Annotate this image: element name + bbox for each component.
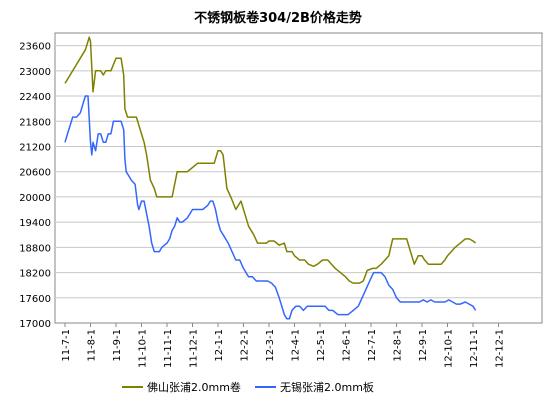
x-tick-label: 12-4-1: [291, 329, 302, 362]
y-tick-label: 19400: [19, 218, 51, 229]
chart-title: 不锈钢板卷304/2B价格走势: [194, 10, 362, 26]
y-tick-label: 17600: [19, 294, 51, 305]
x-tick-label: 12-9-1: [418, 329, 429, 362]
y-tick-label: 23000: [19, 67, 51, 78]
x-tick-label: 12-5-1: [316, 329, 327, 362]
x-tick-label: 11-12-1: [189, 329, 200, 368]
x-tick-label: 12-2-1: [240, 329, 251, 362]
x-tick-label: 12-12-1: [495, 329, 506, 368]
x-tick-label: 12-10-1: [444, 329, 455, 368]
legend-label-wuxi: 无锡张浦2.0mm板: [280, 380, 374, 394]
x-tick-label: 12-1-1: [214, 329, 225, 362]
x-tick-label: 12-6-1: [342, 329, 353, 362]
y-tick-label: 20600: [19, 168, 51, 179]
y-tick-label: 23600: [19, 42, 51, 53]
grid-lines: [55, 45, 542, 299]
legend: 佛山张浦2.0mm卷 无锡张浦2.0mm板: [122, 380, 374, 394]
y-tick-label: 18200: [19, 269, 51, 280]
x-tick-label: 11-9-1: [112, 329, 123, 362]
x-tick-label: 12-11-1: [469, 329, 480, 368]
y-tick-label: 22400: [19, 92, 51, 103]
y-tick-label: 21800: [19, 117, 51, 128]
y-tick-label: 21200: [19, 142, 51, 153]
y-tick-label: 20000: [19, 193, 51, 204]
series-lines: [64, 36, 477, 320]
y-axis-ticks: 17000 17600 18200 18800 19400 20000 20600 21200…: [19, 42, 51, 330]
x-tick-label: 12-3-1: [265, 329, 276, 362]
x-tick-label: 12-7-1: [367, 329, 378, 362]
legend-label-foshan: 佛山张浦2.0mm卷: [147, 380, 241, 394]
plot-area-border: [54, 32, 543, 324]
x-tick-label: 12-8-1: [393, 329, 404, 362]
y-tick-label: 17000: [19, 319, 51, 330]
series-line-1: [64, 95, 477, 320]
x-tick-label: 11-11-1: [163, 329, 174, 368]
x-tick-label: 11-7-1: [61, 329, 72, 362]
series-line-0: [64, 36, 477, 284]
x-tick-label: 11-10-1: [138, 329, 149, 368]
x-tick-label: 11-8-1: [87, 329, 98, 362]
x-axis-ticks: 11-7-1 11-8-1 11-9-1 11-10-1 11-11-1 11-12-1 1…: [61, 323, 506, 368]
y-tick-label: 18800: [19, 243, 51, 254]
